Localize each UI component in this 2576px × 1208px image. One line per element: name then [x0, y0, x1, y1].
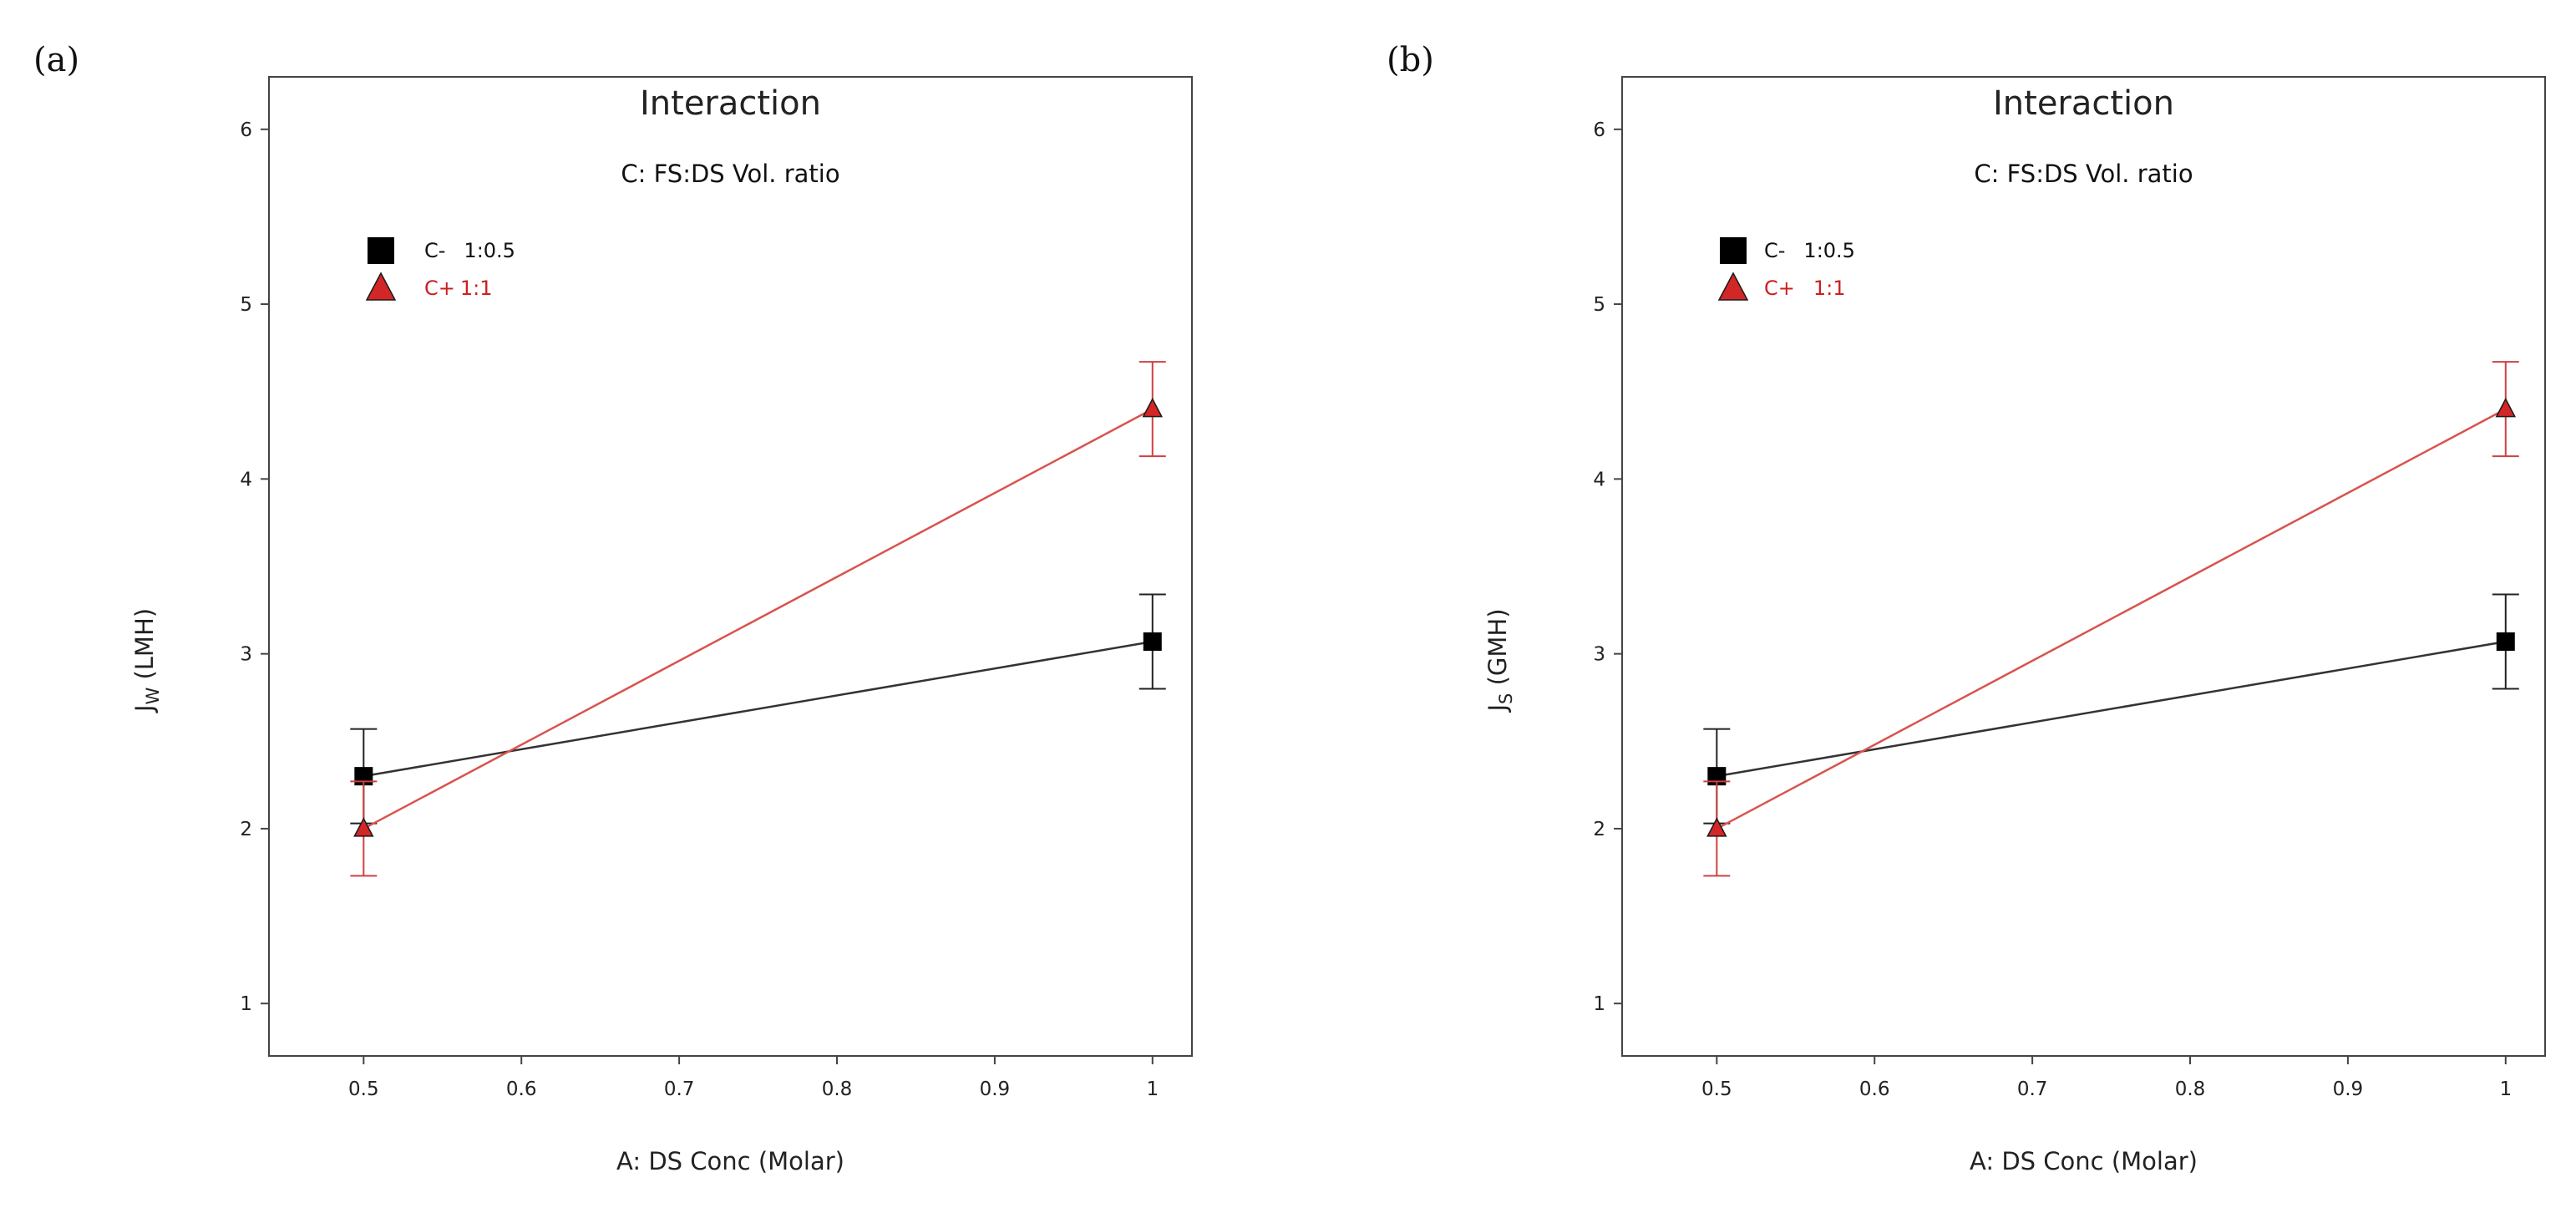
y-tick-label: 1	[1593, 993, 1605, 1015]
legend-marker-square	[1720, 237, 1747, 264]
x-tick-label: 0.7	[2017, 1079, 2048, 1100]
x-tick-label: 0.6	[506, 1079, 537, 1100]
panel-b: (b) Interaction C: FS:DS Vol. ratio 1 2 3 4 5 6 0…	[1387, 41, 2546, 1175]
y-tick-label: 5	[1593, 294, 1605, 316]
series-c-minus: C- 1:0.5	[1703, 237, 2519, 825]
data-point-triangle	[1142, 398, 1164, 418]
series-c-plus: C+ 1:1	[1703, 272, 2519, 877]
y-tick-label: 2	[1593, 819, 1605, 840]
x-tick-label: 0.9	[2333, 1079, 2364, 1100]
series-c-plus: C+ 1:1	[350, 272, 1166, 877]
y-axis-label: JS (GMH)	[1483, 608, 1516, 713]
x-tick-label: 0.8	[822, 1079, 853, 1100]
series-line	[1716, 640, 2506, 778]
legend-label: C+ 1:1	[1764, 277, 1846, 300]
y-tick-label: 6	[1593, 119, 1605, 141]
legend-title: C: FS:DS Vol. ratio	[621, 160, 839, 188]
x-tick-label: 0.6	[1859, 1079, 1890, 1100]
x-tick-label: 0.8	[2175, 1079, 2206, 1100]
y-tick-label: 3	[1593, 644, 1605, 666]
y-tick-label: 6	[240, 119, 252, 141]
y-tick-label: 3	[240, 644, 252, 666]
x-axis-label: A: DS Conc (Molar)	[616, 1147, 844, 1175]
series-line	[1716, 408, 2507, 830]
y-tick-label: 5	[240, 294, 252, 316]
series-line	[363, 640, 1153, 778]
legend-marker-triangle	[365, 272, 397, 301]
series-c-minus: C- 1:0.5	[350, 237, 1166, 825]
panel-label: (a)	[33, 41, 79, 79]
x-tick-label: 0.5	[348, 1079, 379, 1100]
x-tick-label: 1	[2499, 1079, 2512, 1100]
x-tick-label: 0.5	[1701, 1079, 1732, 1100]
chart-title: Interaction	[1993, 84, 2174, 123]
legend-label: C- 1:0.5	[424, 239, 515, 262]
data-point-triangle	[353, 817, 374, 837]
data-point-square	[1143, 632, 1162, 651]
plot-frame	[1621, 76, 2546, 1057]
legend-label: C- 1:0.5	[1764, 239, 1855, 262]
y-tick-label: 4	[1593, 469, 1605, 490]
legend-marker-triangle	[1717, 272, 1749, 301]
y-tick-label: 1	[240, 993, 252, 1015]
x-tick-label: 1	[1146, 1079, 1159, 1100]
data-point-square	[2496, 632, 2515, 651]
y-axis-label: JW (LMH)	[130, 608, 163, 713]
y-tick-label: 4	[240, 469, 252, 490]
data-point-triangle	[1706, 817, 1727, 837]
plot-frame	[268, 76, 1193, 1057]
chart-title: Interaction	[640, 84, 821, 123]
x-tick-label: 0.7	[664, 1079, 695, 1100]
panel-a: (a) Interaction C: FS:DS Vol. ratio 1 2 3 4 5 6 0…	[33, 41, 1193, 1175]
legend-label: C+ 1:1	[424, 277, 493, 300]
panel-label: (b)	[1387, 41, 1434, 79]
x-axis-label: A: DS Conc (Molar)	[1970, 1147, 2198, 1175]
data-point-triangle	[2495, 398, 2517, 418]
legend-title: C: FS:DS Vol. ratio	[1974, 160, 2193, 188]
x-tick-label: 0.9	[980, 1079, 1011, 1100]
legend-marker-square	[368, 237, 394, 264]
series-line	[363, 408, 1154, 830]
y-tick-label: 2	[240, 819, 252, 840]
